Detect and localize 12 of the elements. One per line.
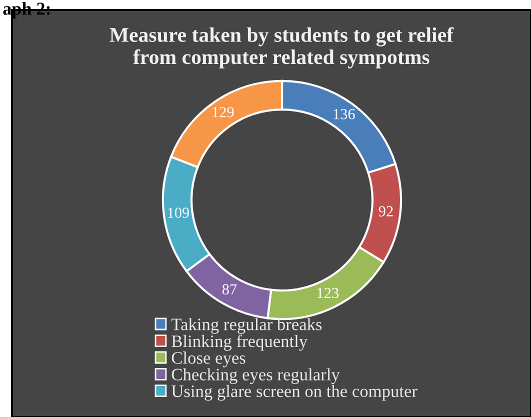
legend-label: Taking regular breaks: [171, 318, 322, 334]
data-label: 136: [334, 109, 355, 120]
data-label: 123: [318, 288, 339, 298]
data-label: 129: [212, 107, 234, 118]
legend-label: Using glare screen on the computer: [172, 384, 418, 401]
legend-label: Close eyes: [172, 352, 246, 368]
data-label: 87: [222, 284, 237, 294]
chart-title: Measure taken by students to get relief from computer related sympotms: [110, 27, 454, 68]
legend-label: Checking eyes regularly: [172, 368, 340, 384]
data-label: 109: [168, 208, 190, 218]
legend-label: Blinking frequently: [172, 334, 308, 351]
data-label: 92: [378, 206, 393, 216]
